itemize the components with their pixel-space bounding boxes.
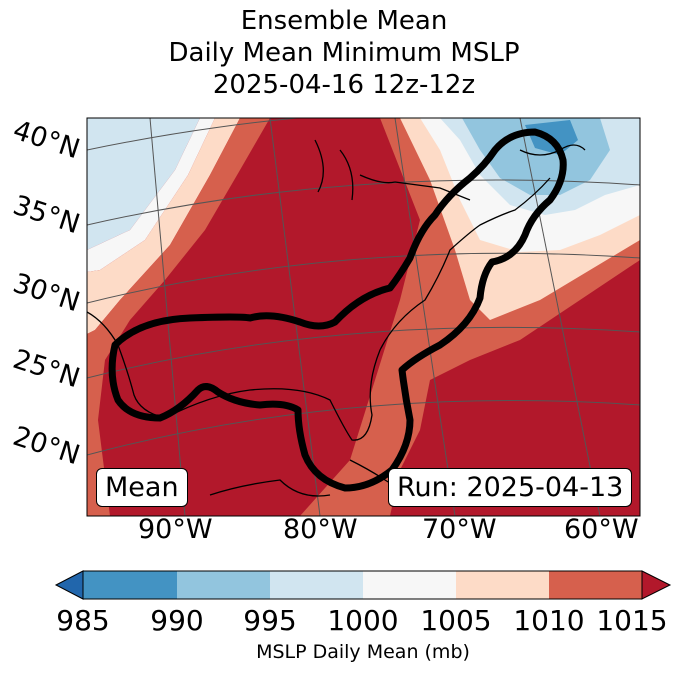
colorbar-bin-990-995 (177, 571, 270, 599)
lon-label-90w: 90°W (138, 514, 213, 545)
field-west-1010 (87, 118, 240, 334)
lon-label-80w: 80°W (283, 514, 358, 545)
colorbar-bin-1000-1005 (363, 571, 456, 599)
colorbar-tick-995: 995 (243, 604, 297, 637)
mean-label: Mean (96, 468, 188, 507)
map-frame (86, 117, 641, 517)
colorbar-tick-1005: 1005 (420, 604, 492, 637)
chart-title-line1: Ensemble Mean (240, 6, 448, 36)
colorbar-bin-985-990 (83, 571, 177, 599)
field-west-1000 (87, 118, 200, 250)
lon-label-60w: 60°W (564, 514, 639, 545)
run-label: Run: 2025-04-13 (388, 468, 633, 507)
field-west-1005 (87, 118, 215, 272)
colorbar-frame (82, 570, 643, 600)
colorbar-tick-985: 985 (56, 604, 110, 637)
colorbar-label: MSLP Daily Mean (mb) (256, 641, 470, 663)
colorbar-tick-990: 990 (150, 604, 204, 637)
chart-title-line3: 2025-04-16 12z-12z (212, 70, 476, 100)
mean-contour (108, 128, 567, 492)
colorbar-tick-1015: 1015 (596, 604, 668, 637)
chart-title-line2: Daily Mean Minimum MSLP (168, 38, 520, 68)
colorbar-tick-1000: 1000 (327, 604, 399, 637)
field-west-1015 (87, 118, 270, 516)
colorbar (54, 570, 672, 600)
colorbar-tick-1010: 1010 (513, 604, 585, 637)
map-field (87, 118, 640, 516)
colorbar-extend-low (54, 570, 84, 600)
colorbar-bin-995-1000 (270, 571, 363, 599)
lon-label-70w: 70°W (422, 514, 497, 545)
colorbar-extend-high (641, 570, 672, 600)
colorbar-bin-1005-1010 (456, 571, 549, 599)
colorbar-bin-1010-1015 (549, 571, 642, 599)
